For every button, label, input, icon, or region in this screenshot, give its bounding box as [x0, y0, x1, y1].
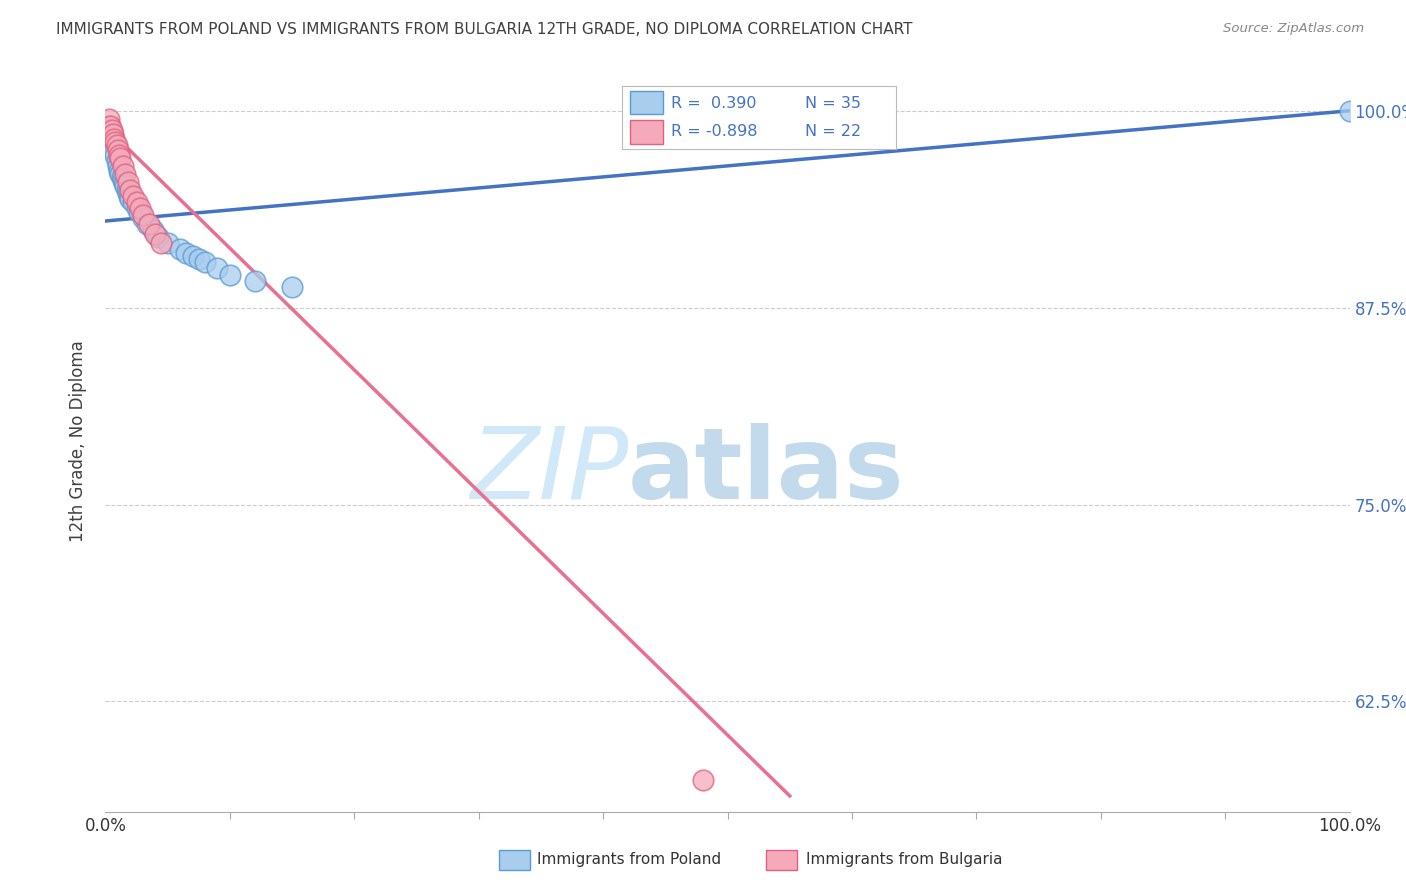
Point: [111, 173, 134, 187]
Point: [108, 163, 131, 178]
Point: [107, 159, 129, 173]
Point: [120, 182, 142, 196]
Point: [135, 217, 157, 231]
Point: [129, 202, 152, 216]
Bar: [630, 120, 662, 145]
Point: [243, 274, 266, 288]
Point: [176, 245, 198, 260]
Text: N = 22: N = 22: [806, 124, 862, 139]
Point: [100, 128, 122, 142]
Point: [118, 189, 141, 203]
Point: [143, 227, 166, 241]
Point: [100, 120, 122, 134]
Point: [169, 243, 191, 257]
Point: [194, 255, 217, 269]
Point: [104, 148, 127, 162]
Point: [101, 128, 124, 142]
Point: [117, 175, 139, 189]
Point: [219, 268, 242, 282]
Text: Source: ZipAtlas.com: Source: ZipAtlas.com: [1223, 22, 1364, 36]
Point: [207, 261, 229, 276]
Point: [125, 202, 148, 216]
Point: [103, 143, 125, 157]
Point: [101, 135, 124, 149]
Point: [121, 195, 143, 210]
Text: ZIP: ZIP: [470, 423, 628, 520]
Point: [108, 148, 131, 162]
Point: [115, 182, 138, 196]
Point: [181, 249, 204, 263]
Point: [187, 252, 209, 266]
Point: [111, 159, 134, 173]
Text: atlas: atlas: [628, 423, 904, 520]
Text: R =  0.390: R = 0.390: [671, 95, 756, 111]
Text: IMMIGRANTS FROM POLAND VS IMMIGRANTS FROM BULGARIA 12TH GRADE, NO DIPLOMA CORREL: IMMIGRANTS FROM POLAND VS IMMIGRANTS FRO…: [56, 22, 912, 37]
Point: [100, 120, 122, 134]
Point: [98, 112, 121, 126]
Point: [121, 189, 143, 203]
Text: R = -0.898: R = -0.898: [671, 124, 758, 139]
Point: [103, 132, 125, 146]
Point: [104, 135, 127, 149]
Point: [281, 280, 304, 294]
Point: [138, 217, 160, 231]
Point: [120, 192, 142, 206]
Point: [111, 169, 134, 184]
Point: [692, 773, 714, 788]
Point: [110, 167, 132, 181]
Point: [132, 208, 155, 222]
Point: [156, 235, 179, 250]
Bar: [630, 91, 662, 114]
Point: [105, 154, 128, 169]
Point: [1339, 103, 1361, 118]
Point: [110, 151, 132, 165]
Text: Immigrants from Bulgaria: Immigrants from Bulgaria: [806, 853, 1002, 867]
Text: N = 35: N = 35: [806, 95, 862, 111]
Point: [112, 176, 135, 190]
Point: [128, 204, 150, 219]
Point: [114, 167, 136, 181]
Point: [132, 211, 155, 225]
Point: [146, 229, 169, 244]
Point: [117, 186, 139, 200]
Point: [107, 143, 129, 157]
Point: [125, 195, 148, 210]
Text: Immigrants from Poland: Immigrants from Poland: [537, 853, 721, 867]
Point: [100, 122, 122, 136]
Point: [150, 235, 173, 250]
Point: [114, 179, 136, 194]
Point: [105, 138, 128, 153]
Point: [142, 223, 165, 237]
Y-axis label: 12th Grade, No Diploma: 12th Grade, No Diploma: [69, 341, 87, 542]
